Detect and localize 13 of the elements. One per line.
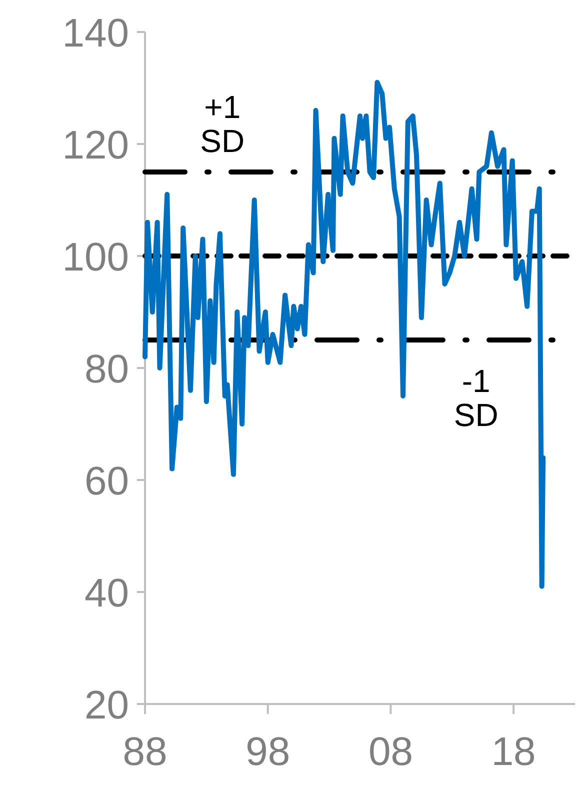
x-tick-label: 98 bbox=[246, 730, 290, 774]
y-tick-label: 40 bbox=[84, 571, 129, 616]
ref-line-label: -1 SD bbox=[454, 363, 498, 433]
x-tick-label: 88 bbox=[122, 730, 168, 774]
x-tick-label: 18 bbox=[491, 730, 536, 774]
y-tick-label: 140 bbox=[62, 11, 129, 56]
y-tick-label: 80 bbox=[84, 347, 129, 392]
ref-line-label: +1 SD bbox=[200, 89, 245, 159]
y-tick-label: 120 bbox=[62, 123, 129, 168]
y-tick-label: 100 bbox=[62, 235, 129, 280]
y-tick-label: 60 bbox=[84, 459, 129, 504]
y-tick-label: 20 bbox=[84, 683, 129, 728]
x-tick-label: 08 bbox=[368, 730, 413, 774]
